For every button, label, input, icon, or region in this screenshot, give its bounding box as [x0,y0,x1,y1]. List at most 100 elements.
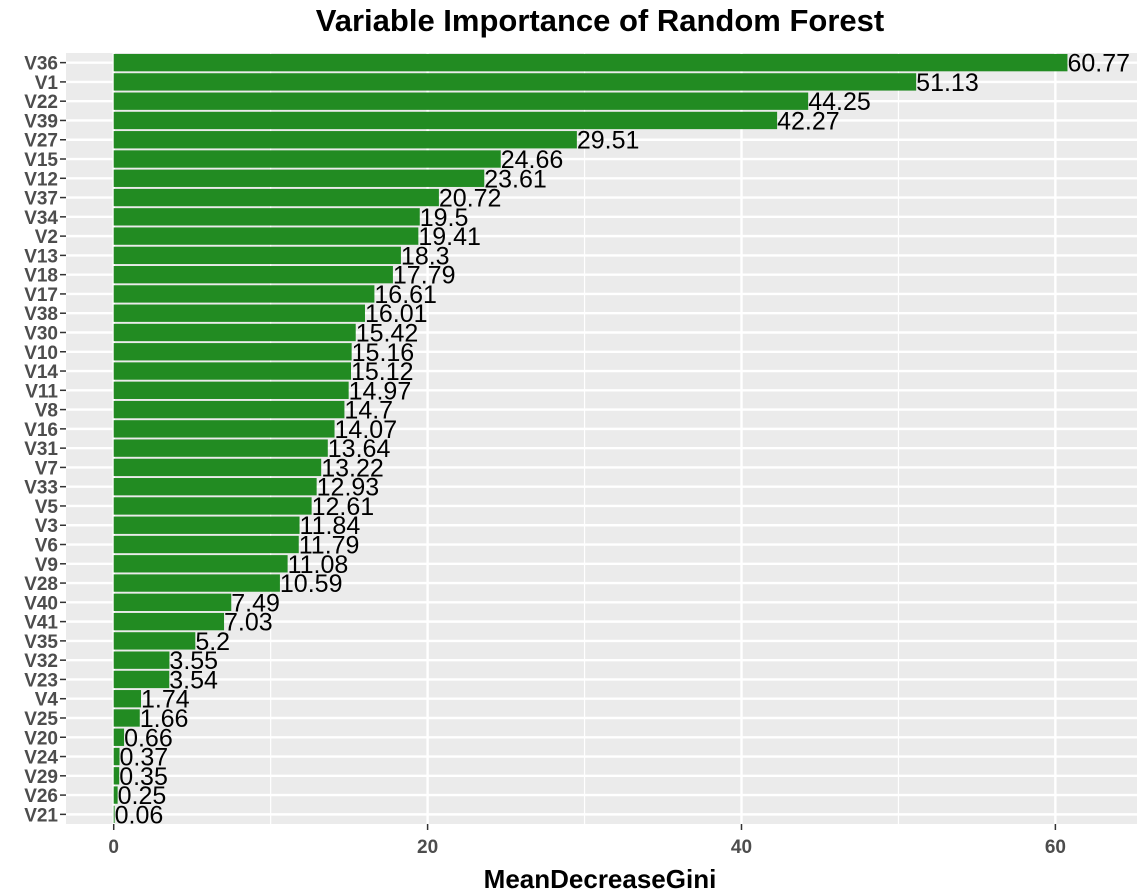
data-label: 20.72 [439,185,502,213]
bar [113,131,577,149]
bar [113,111,778,130]
bar [113,265,393,284]
bar [113,497,312,515]
bar [113,632,196,650]
bar [113,651,170,669]
y-tick-label: V39 [24,111,58,132]
data-label: 14.97 [349,377,412,405]
data-label: 12.93 [317,474,380,502]
data-label: 15.12 [351,358,414,386]
bar [113,767,120,785]
bar [113,670,170,689]
x-tick-label: 0 [108,837,119,858]
data-label: 0.66 [124,724,173,752]
data-label: 10.59 [280,570,343,598]
bar [113,208,420,226]
data-label: 16.61 [374,281,437,309]
bar [113,747,120,766]
data-label: 12.61 [312,493,375,521]
bar [113,535,299,554]
bar [113,728,125,746]
data-label: 14.07 [335,416,398,444]
data-label: 11.84 [300,512,361,540]
bar [113,246,401,265]
y-tick-label: V5 [35,497,59,518]
bar [113,188,439,207]
bar [113,304,365,322]
y-tick-label: V1 [35,73,59,94]
bar [113,73,917,91]
y-tick-label: V28 [24,574,58,595]
bar [113,709,140,727]
data-label: 0.37 [120,744,169,772]
bar [113,574,280,592]
y-tick-label: V2 [35,227,58,248]
y-tick-label: V14 [24,362,58,383]
data-label: 5.2 [195,628,230,656]
y-tick-label: V7 [35,458,58,479]
y-tick-label: V8 [35,401,58,422]
x-axis-title: MeanDecreaseGini [484,864,717,894]
data-label: 1.66 [140,705,189,733]
data-label: 44.25 [808,88,871,116]
data-label: 0.25 [118,782,167,810]
y-tick-label: V41 [24,613,58,634]
bar [113,285,375,303]
y-tick-label: V29 [24,767,58,788]
bar [113,323,356,342]
y-tick-label: V25 [24,709,58,730]
data-label: 18.3 [401,242,450,270]
y-tick-label: V21 [24,805,58,826]
data-label: 13.64 [328,435,391,463]
y-tick-label: V18 [24,266,58,287]
data-label: 23.61 [484,165,547,193]
bar [113,169,485,187]
x-tick-label: 20 [417,837,438,858]
y-tick-label: V30 [24,323,58,344]
bar [113,381,349,399]
data-label: 11.79 [299,532,360,560]
y-tick-label: V12 [24,169,58,190]
data-label: 13.22 [321,454,384,482]
y-tick-label: V22 [24,92,58,113]
bar [113,53,1068,72]
data-label: 7.49 [231,589,280,617]
bar [113,92,809,110]
plot-panel [66,53,1137,824]
data-label: 51.13 [916,69,979,97]
y-tick-label: V13 [24,246,58,267]
data-label: 0.35 [119,763,168,791]
y-tick-label: V3 [35,516,58,537]
y-tick-label: V37 [24,189,58,210]
y-tick-label: V11 [25,381,58,402]
data-label: 1.74 [141,686,190,714]
bar [113,690,142,708]
data-label: 29.51 [577,127,640,155]
y-tick-label: V4 [35,690,59,711]
y-tick-label: V34 [24,208,58,229]
bar [113,786,118,804]
bar [113,439,328,457]
y-tick-label: V23 [24,670,58,691]
bar [113,458,322,477]
bar [113,420,335,438]
y-tick-label: V9 [35,555,58,576]
bar [113,612,225,631]
bars [113,53,1068,824]
data-label: 15.42 [356,319,419,347]
bar [113,805,115,824]
data-label: 19.5 [420,204,469,232]
x-tick-label: 60 [1045,837,1066,858]
y-tick-label: V32 [24,651,58,672]
y-tick-label: V10 [24,343,58,364]
bar [113,400,345,419]
y-tick-label: V20 [24,728,58,749]
bar [113,150,501,168]
y-tick-label: V16 [24,420,58,441]
bar [113,478,317,496]
data-label: 17.79 [393,262,456,290]
y-tick-label: V31 [24,439,58,460]
bar [113,362,352,380]
